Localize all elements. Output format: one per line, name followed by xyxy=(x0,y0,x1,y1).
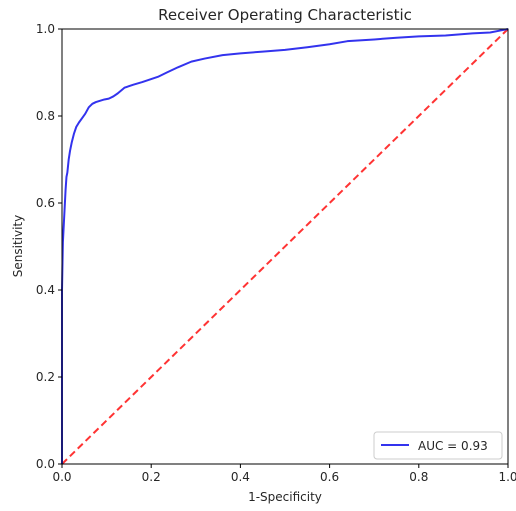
x-tick-label: 0.4 xyxy=(231,470,250,484)
chart-title: Receiver Operating Characteristic xyxy=(158,6,412,24)
x-tick-label: 0.0 xyxy=(52,470,71,484)
legend: AUC = 0.93 xyxy=(373,431,503,460)
y-tick-label: 1.0 xyxy=(36,22,55,36)
x-tick-label: 0.2 xyxy=(142,470,161,484)
y-tick-label: 0.8 xyxy=(36,109,55,123)
x-tick-label: 0.6 xyxy=(320,470,339,484)
chance-diagonal-line xyxy=(61,28,509,465)
y-tick-label: 0.0 xyxy=(36,457,55,471)
y-tick-label: 0.6 xyxy=(36,196,55,210)
roc-curve-line xyxy=(61,28,509,464)
plot-area: 0.0 0.2 0.4 0.6 0.8 1.0 0.0 0.2 0.4 0.6 0.8 1.0 xyxy=(36,22,516,484)
x-tick-label: 1.0 xyxy=(498,470,516,484)
x-tick-label: 0.8 xyxy=(409,470,428,484)
legend-label: AUC = 0.93 xyxy=(418,439,488,453)
y-axis-label: Sensitivity xyxy=(11,215,25,277)
plot-frame xyxy=(61,28,509,465)
y-tick-label: 0.2 xyxy=(36,370,55,384)
legend-box xyxy=(373,431,503,460)
x-axis-label: 1-Specificity xyxy=(248,490,322,504)
y-tick-label: 0.4 xyxy=(36,283,55,297)
